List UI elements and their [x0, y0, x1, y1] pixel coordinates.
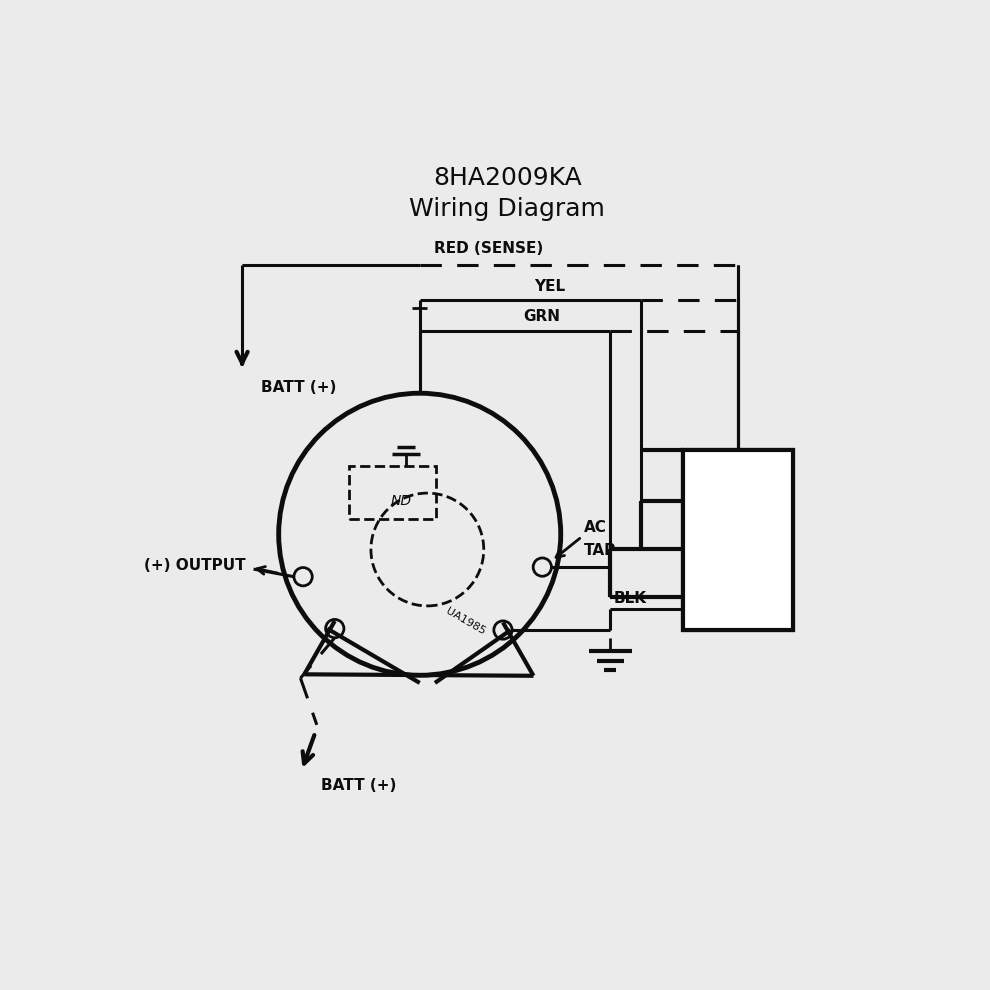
Bar: [683, 450, 793, 630]
Text: BATT (+): BATT (+): [261, 379, 337, 395]
Text: GRN: GRN: [523, 310, 560, 325]
Text: TAP: TAP: [584, 543, 617, 557]
Text: ND: ND: [390, 494, 411, 509]
Text: Wiring Diagram: Wiring Diagram: [410, 197, 605, 221]
Bar: [683, 450, 793, 630]
Text: VOLT: VOLT: [711, 513, 765, 532]
Text: VOLT: VOLT: [711, 513, 765, 532]
Text: RED (SENSE): RED (SENSE): [434, 241, 543, 255]
Text: 8HA2009KA: 8HA2009KA: [433, 166, 582, 190]
Text: REG: REG: [716, 552, 760, 571]
Text: BLK: BLK: [614, 590, 647, 606]
Bar: [348, 465, 437, 519]
Text: REG: REG: [716, 552, 760, 571]
Text: BATT (+): BATT (+): [321, 778, 396, 793]
Text: UA1985: UA1985: [444, 606, 487, 637]
Text: YEL: YEL: [534, 279, 565, 294]
Text: (+) OUTPUT: (+) OUTPUT: [145, 557, 246, 573]
Text: AC: AC: [584, 520, 607, 535]
